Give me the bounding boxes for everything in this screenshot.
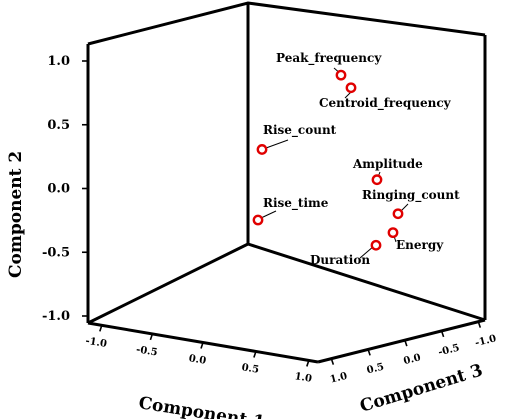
- z-tick: [330, 358, 335, 365]
- z-tick: [404, 339, 408, 347]
- y-tick-label: -0.5: [42, 245, 70, 260]
- tick-labels: 1.0 0.5 0.0 -0.5 -1.0 -1.0 -0.5 0.0 0.5 1.0 1.0 0.5…: [42, 54, 498, 386]
- data-point: [335, 69, 347, 81]
- x-tick-label: 0.5: [241, 362, 260, 376]
- point-label: Energy: [396, 238, 444, 252]
- leader-line: [265, 139, 289, 149]
- x-tick: [200, 342, 204, 349]
- data-point: [256, 144, 268, 155]
- y-tick-label: -1.0: [42, 309, 70, 324]
- x-tick-label: -1.0: [85, 336, 108, 350]
- x-tick: [306, 360, 310, 367]
- point-label: Rise_count: [263, 123, 337, 138]
- point-label: Centroid_frequency: [319, 96, 452, 111]
- data-point: [345, 82, 357, 94]
- z-tick-label: -1.0: [474, 333, 498, 349]
- point-leader-lines: [260, 67, 409, 259]
- data-points: [252, 69, 404, 251]
- data-point: [387, 227, 399, 239]
- data-point: [392, 208, 404, 220]
- z-tick: [440, 330, 445, 338]
- x-axis-title: Component 1: [137, 393, 266, 419]
- back-floor-edge-right: [247, 242, 486, 322]
- z-tick-label: 0.0: [402, 352, 422, 367]
- z-tick-label: 1.0: [329, 371, 349, 386]
- point-label: Rise_time: [263, 196, 329, 211]
- x-tick: [99, 325, 103, 332]
- z-tick: [477, 321, 482, 328]
- point-label: Ringing_count: [362, 188, 460, 203]
- tick-marks: [82, 60, 482, 367]
- data-point: [370, 239, 382, 251]
- z-axis-line: [317, 318, 486, 364]
- y-tick-label: 0.5: [47, 118, 70, 133]
- back-floor-edge-left: [87, 242, 249, 325]
- data-point: [252, 214, 264, 226]
- axis-box: [86, 1, 487, 364]
- back-frame: [87, 1, 486, 46]
- x-tick-label: 1.0: [294, 371, 313, 385]
- leader-line: [260, 210, 277, 219]
- z-tick-label: 0.5: [366, 362, 386, 377]
- x-tick-label: -0.5: [135, 344, 158, 358]
- y-tick-label: 0.0: [47, 182, 70, 197]
- point-labels: Peak_frequency Centroid_frequency Rise_cou…: [263, 51, 460, 267]
- data-point: [371, 174, 383, 186]
- point-label: Duration: [310, 253, 370, 267]
- y-axis-title: Component 2: [6, 151, 26, 278]
- x-tick-label: 0.0: [188, 353, 207, 367]
- point-label: Peak_frequency: [276, 51, 382, 66]
- z-tick-label: -0.5: [437, 343, 461, 359]
- point-label: Amplitude: [352, 157, 423, 171]
- z-tick: [367, 349, 371, 356]
- y-tick-label: 1.0: [47, 54, 70, 69]
- x-tick: [253, 351, 257, 358]
- x-tick: [149, 333, 154, 341]
